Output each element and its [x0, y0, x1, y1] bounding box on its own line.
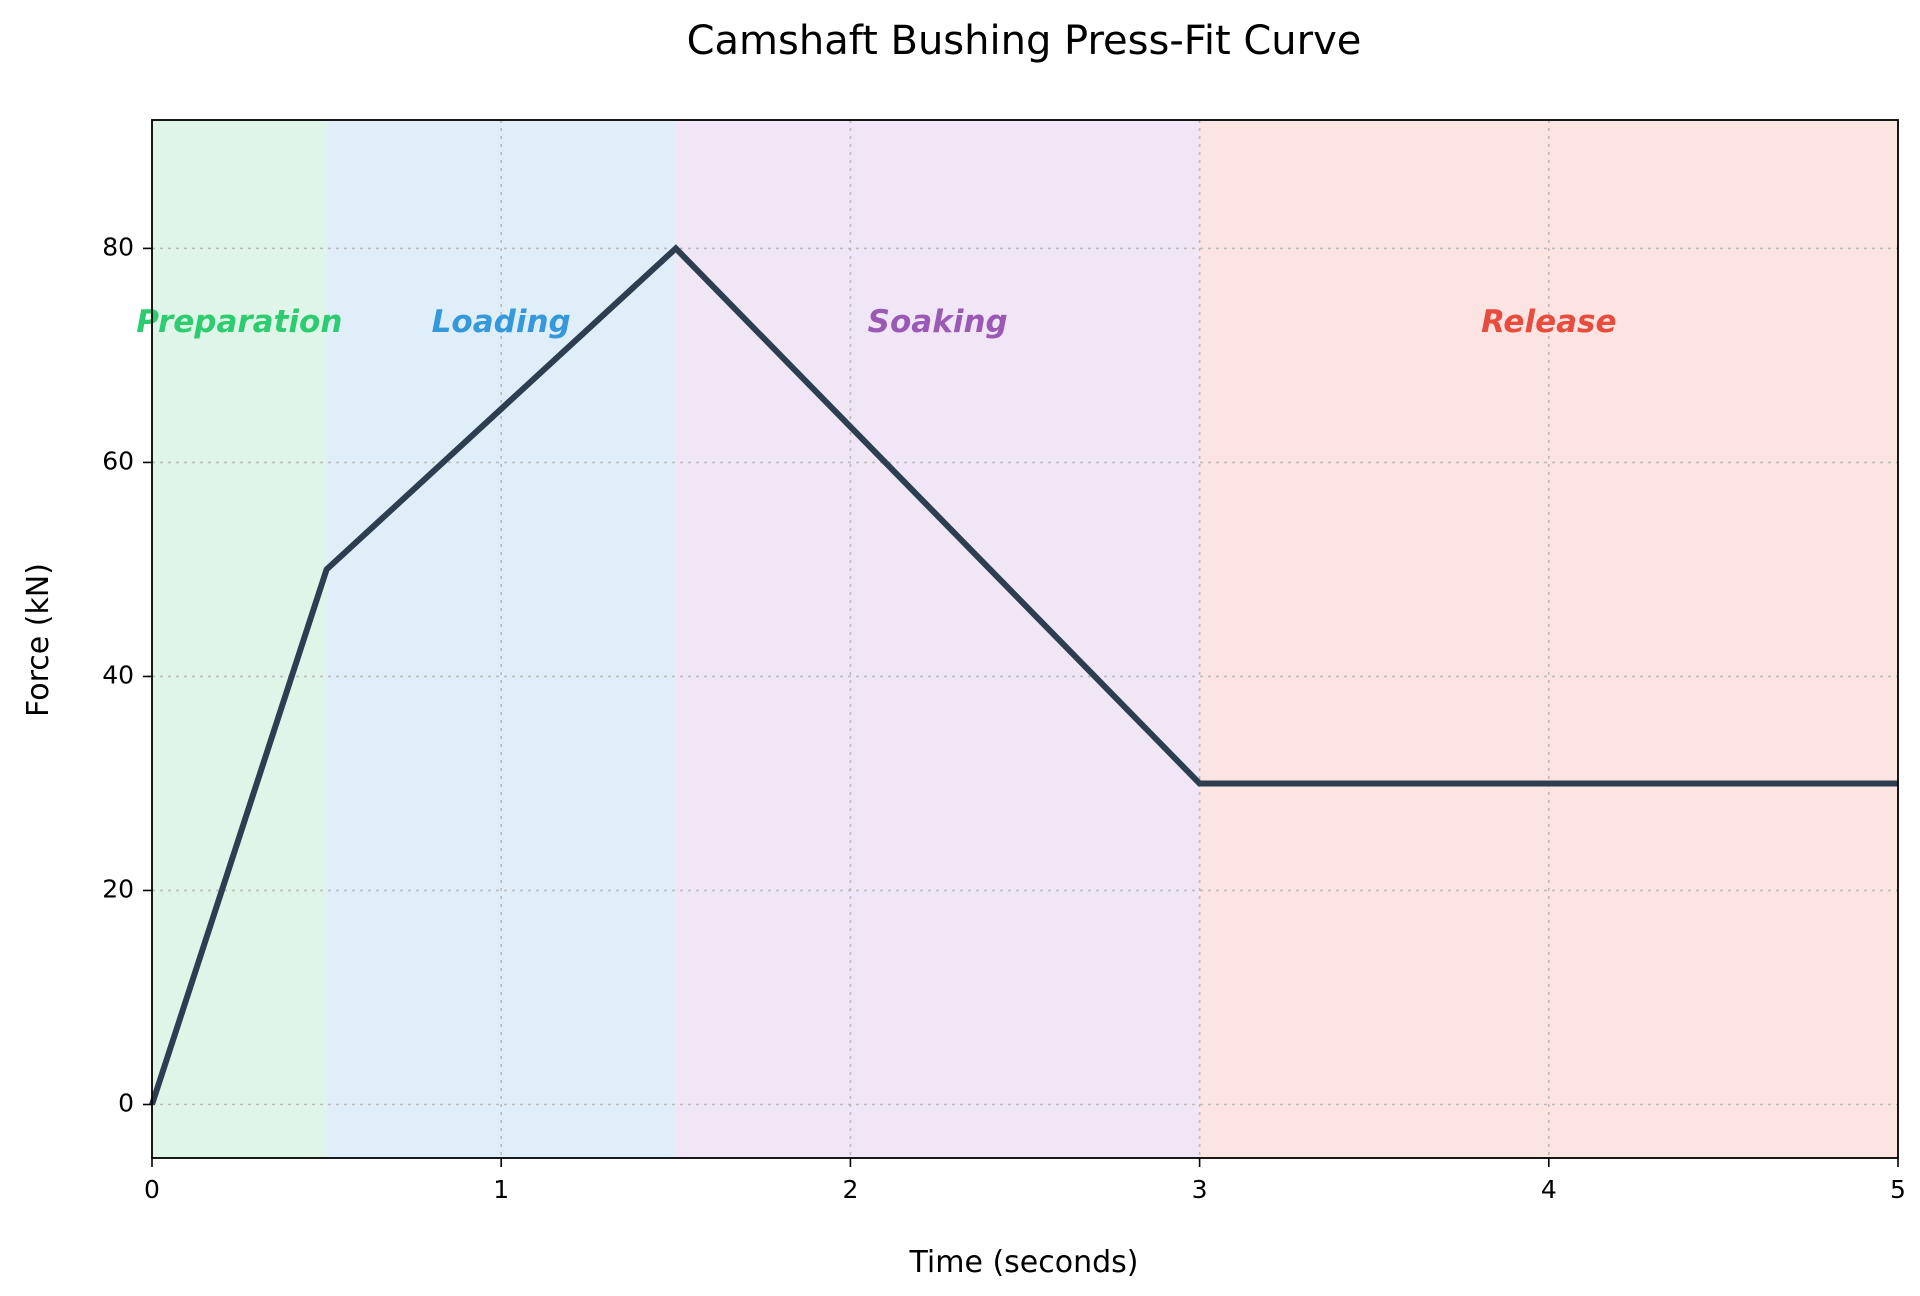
y-axis-label: Force (kN): [21, 563, 56, 717]
phase-regions: [152, 120, 1898, 1158]
y-tick-label: 0: [118, 1088, 134, 1117]
phase-labels: Preparation Loading Soaking Release: [136, 304, 1616, 340]
x-tick-label: 2: [842, 1175, 858, 1204]
plot-frame: [151, 119, 1899, 1159]
phase-region-preparation: [152, 120, 327, 1158]
phase-label-loading: Loading: [432, 304, 571, 340]
y-tick-label: 20: [102, 874, 134, 903]
chart-title: Camshaft Bushing Press-Fit Curve: [687, 18, 1362, 64]
y-tick-label: 80: [102, 232, 134, 261]
ticks: 0 1 2 3 4 5 0 20 40 60 80: [102, 232, 1906, 1204]
phase-label-preparation: Preparation: [136, 304, 342, 340]
phase-region-soaking: [675, 120, 1200, 1158]
phase-label-soaking: Soaking: [868, 304, 1008, 340]
x-axis-label: Time (seconds): [909, 1245, 1139, 1280]
y-tick-label: 60: [102, 446, 134, 475]
grid: [152, 120, 1898, 1158]
force-line: [149, 244, 1898, 1106]
force-curve: [149, 244, 1898, 1106]
x-tick-label: 0: [144, 1175, 160, 1204]
x-tick-label: 5: [1890, 1175, 1906, 1204]
x-tick-label: 4: [1541, 1175, 1557, 1204]
y-tick-label: 40: [102, 660, 134, 689]
x-tick-label: 3: [1192, 1175, 1208, 1204]
x-tick-label: 1: [493, 1175, 509, 1204]
phase-label-release: Release: [1481, 304, 1616, 340]
